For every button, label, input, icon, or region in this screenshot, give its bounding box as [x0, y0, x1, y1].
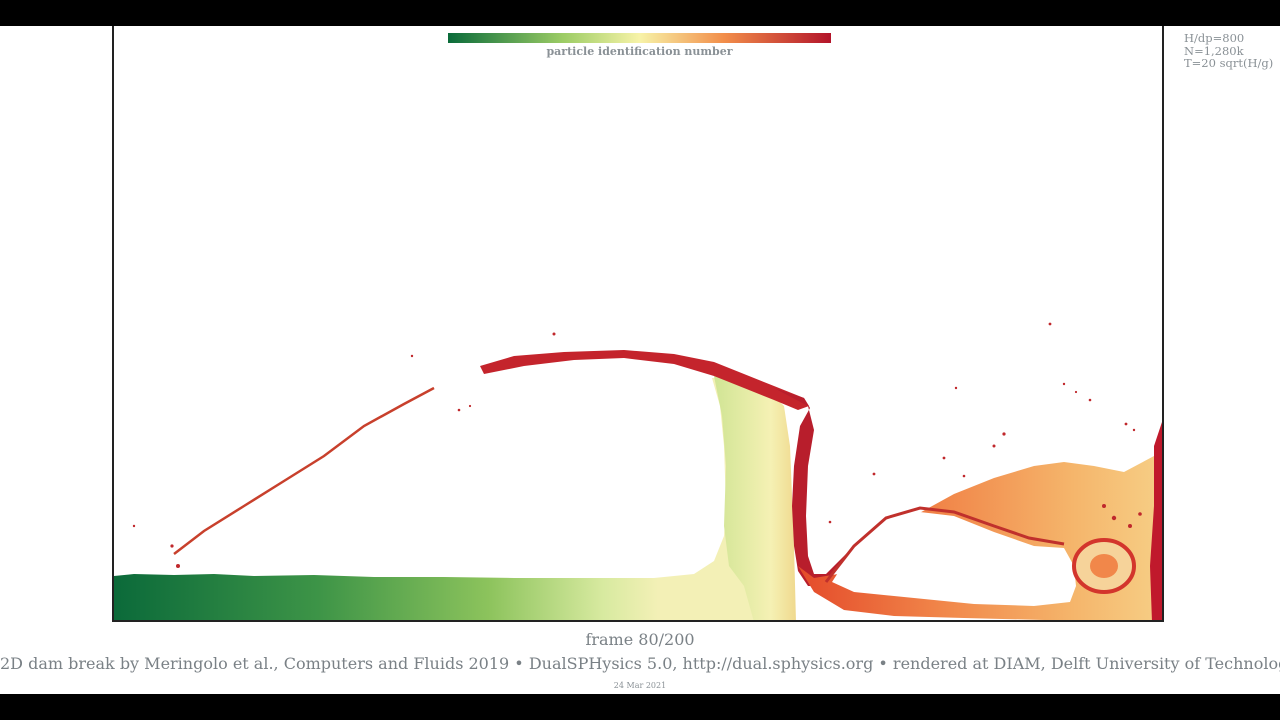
air-cavity [832, 512, 1076, 606]
vortex-core [1090, 554, 1118, 578]
colorbar-gradient [448, 33, 831, 43]
simulation-frame [112, 26, 1164, 622]
spray-filament [173, 386, 435, 555]
spray-droplets [132, 322, 1142, 568]
colorbar [448, 33, 831, 43]
plunging-curtain [774, 388, 854, 586]
letterbox-bottom [0, 694, 1280, 720]
render-date: 24 Mar 2021 [613, 681, 667, 690]
water-column [712, 366, 796, 620]
colorbar-label: particle identification number [546, 45, 733, 58]
credits-caption: 2D dam break by Meringolo et al., Comput… [0, 654, 1280, 673]
particle-count-parameter: N=1,280k [1184, 43, 1244, 58]
duration-parameter: T=20 sqrt(H/g) [1184, 56, 1274, 70]
frame-counter: frame 80/200 [585, 630, 695, 649]
simulation-parameters: H/dp=800 N=1,280k T=20 sqrt(H/g) [1184, 32, 1273, 70]
resolution-parameter: H/dp=800 [1184, 31, 1245, 45]
floor-water-layer [114, 378, 794, 620]
wall-runup [1150, 422, 1162, 620]
fluid-render [114, 322, 1162, 620]
cavity-rim [824, 506, 1065, 583]
letterbox-top [0, 0, 1280, 26]
arching-jet [480, 350, 809, 410]
